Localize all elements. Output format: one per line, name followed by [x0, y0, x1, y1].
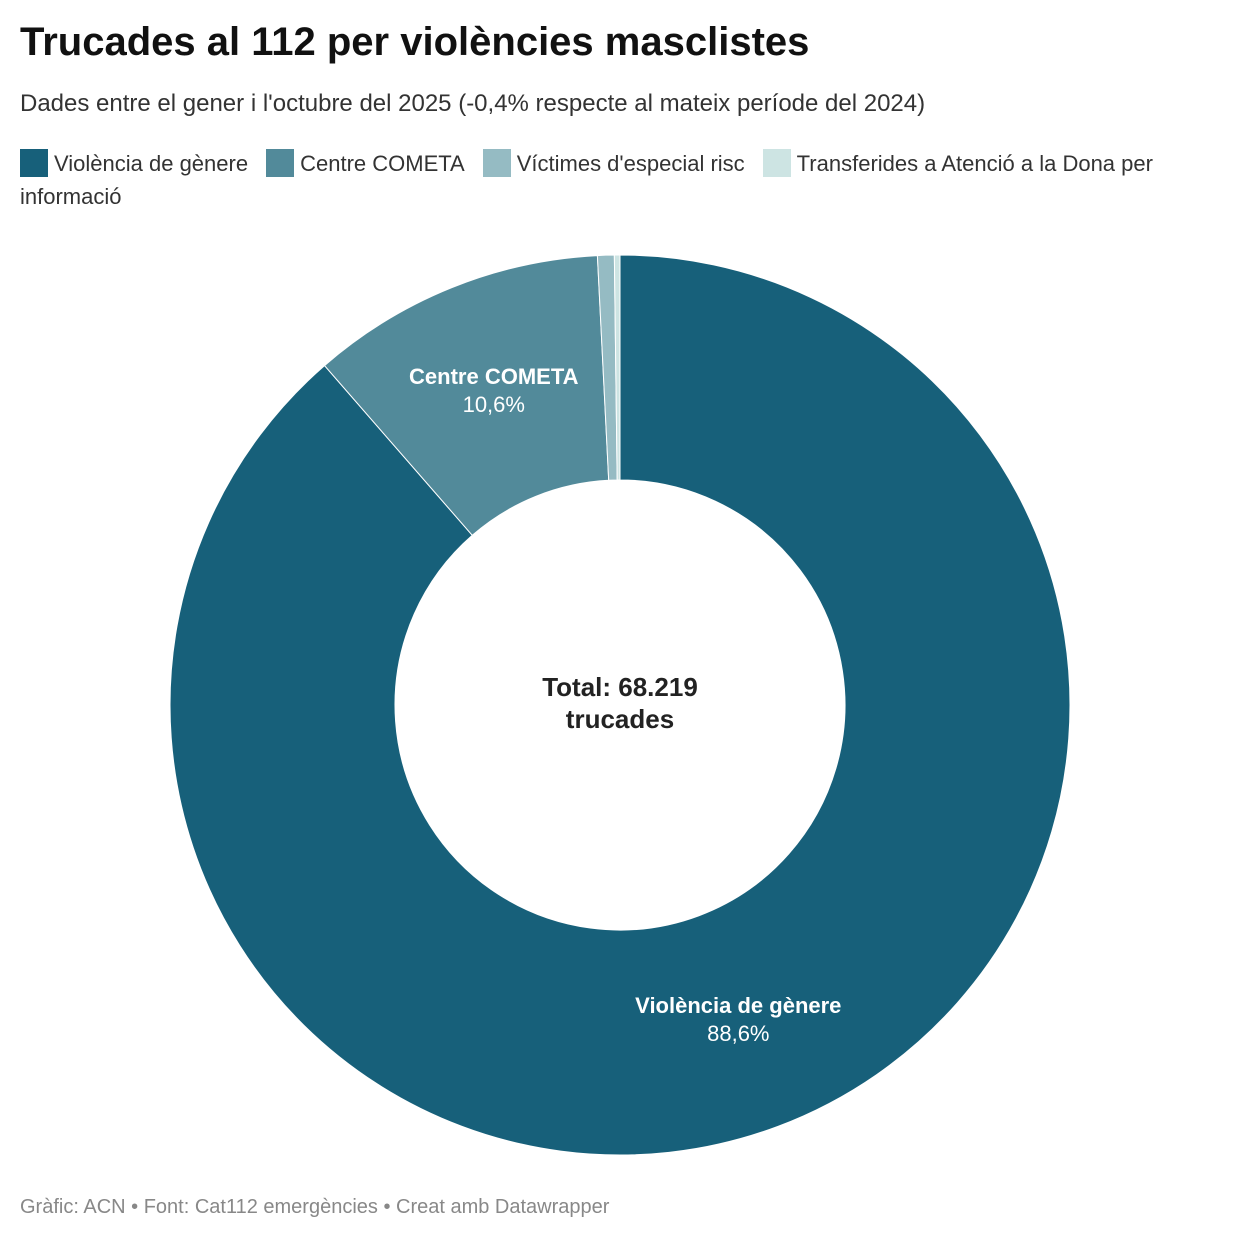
donut-slice — [613, 254, 621, 481]
legend-swatch — [266, 149, 295, 177]
center-label: trucades — [566, 704, 674, 734]
legend: Violència de gènere Centre COMETA Víctimes… — [20, 147, 1220, 213]
legend-item: Transferides a Atenció a la Dona per inf… — [20, 149, 1153, 209]
chart-subtitle: Dades entre el gener i l'octubre del 202… — [20, 90, 926, 117]
slice-name: Violència de gènere — [635, 993, 841, 1018]
value-label: 88,6% — [707, 1021, 769, 1046]
legend-swatch — [482, 149, 511, 177]
chart-title: Trucades al 112 per violències mascliste… — [20, 20, 810, 64]
legend-item: Violència de gènere — [20, 149, 249, 177]
value-label: 10,6% — [463, 392, 525, 417]
legend-item: Centre COMETA — [266, 149, 465, 177]
source: Gràfic: ACN • Font: Cat112 emergències •… — [20, 1196, 610, 1218]
legend-swatch — [20, 149, 48, 177]
legend-swatch — [762, 149, 791, 177]
legend-label: Transferides a Atenció a la Dona per inf… — [20, 151, 1153, 209]
slice-name: Centre COMETA — [409, 364, 579, 389]
donut-slice — [169, 254, 1071, 1156]
center-label: Total: 68.219 — [542, 672, 698, 702]
legend-label: Violència de gènere — [54, 151, 249, 176]
legend-item: Víctimes d'especial risc — [482, 149, 745, 177]
donut-slice — [323, 255, 610, 536]
legend-label: Víctimes d'especial risc — [516, 151, 745, 176]
legend-label: Centre COMETA — [300, 151, 465, 176]
